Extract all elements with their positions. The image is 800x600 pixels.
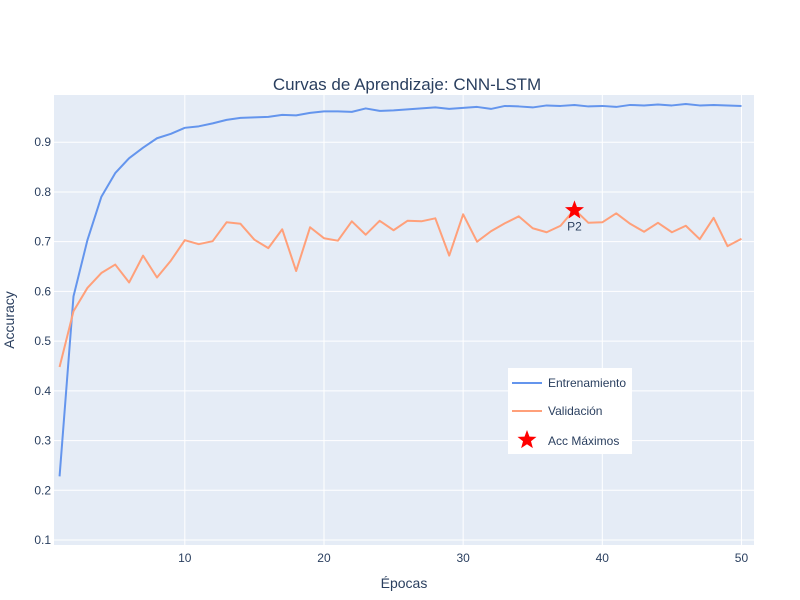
max-acc-star-marker xyxy=(564,200,584,219)
x-axis-ticks: 10 20 30 40 50 xyxy=(178,551,748,565)
legend-star-icon xyxy=(517,430,537,449)
y-tick-label: 0.3 xyxy=(34,434,51,448)
x-axis-title: Épocas xyxy=(381,575,428,591)
y-gridlines xyxy=(54,141,754,541)
marker-layer: P2 xyxy=(564,200,584,233)
x-tick-label: 50 xyxy=(735,551,749,565)
y-tick-label: 0.4 xyxy=(34,384,51,398)
y-tick-label: 0.6 xyxy=(34,284,51,298)
x-tick-label: 10 xyxy=(178,551,192,565)
legend-label-val: Validación xyxy=(548,404,602,418)
y-axis-ticks: 0.1 0.2 0.3 0.4 0.5 0.6 0.7 0.8 0.9 xyxy=(34,135,51,547)
x-tick-label: 20 xyxy=(317,551,331,565)
x-gridlines xyxy=(184,95,742,545)
y-tick-label: 0.7 xyxy=(34,235,51,249)
x-tick-label: 40 xyxy=(596,551,610,565)
train-series-line xyxy=(58,102,742,477)
y-axis-title: Accuracy xyxy=(1,291,17,349)
y-tick-label: 0.5 xyxy=(34,334,51,348)
legend-label-markers: Acc Máximos xyxy=(548,434,619,448)
marker-label: P2 xyxy=(567,219,582,233)
chart-title: Curvas de Aprendizaje: CNN-LSTM xyxy=(273,75,541,94)
x-tick-label: 30 xyxy=(456,551,470,565)
y-tick-label: 0.1 xyxy=(34,533,51,547)
plot-area xyxy=(54,95,754,545)
y-tick-label: 0.2 xyxy=(34,483,51,497)
series-layer xyxy=(58,102,742,477)
legend-label-train: Entrenamiento xyxy=(548,376,626,390)
val-series-line xyxy=(58,208,742,368)
legend[interactable]: Entrenamiento Validación Acc Máximos xyxy=(508,368,632,454)
y-tick-label: 0.9 xyxy=(34,135,51,149)
y-tick-label: 0.8 xyxy=(34,185,51,199)
